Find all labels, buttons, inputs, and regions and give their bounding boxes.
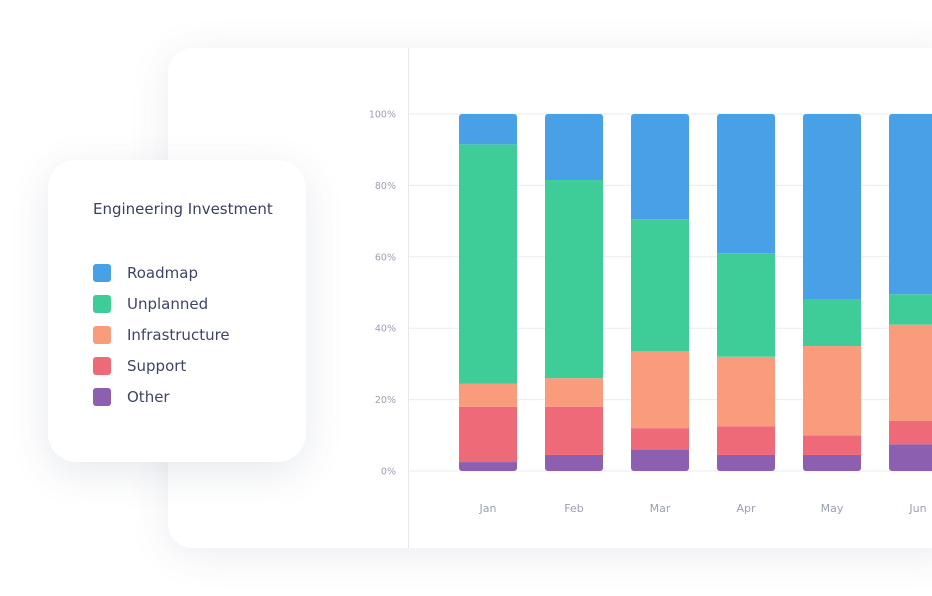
legend-swatch-other [93, 387, 111, 406]
legend-card: Engineering Investment Roadmap Unplanned… [48, 160, 306, 462]
bar-may [803, 114, 861, 471]
bars [459, 114, 932, 471]
legend-label-infrastructure: Infrastructure [127, 325, 230, 344]
legend-label-unplanned: Unplanned [127, 294, 209, 313]
bar-segment-unplanned-may [803, 299, 861, 347]
legend-swatch-support [93, 356, 111, 375]
x-tick-label-mar: Mar [650, 502, 671, 515]
bar-segment-roadmap-jun [889, 114, 932, 295]
x-tick-label-apr: Apr [736, 502, 756, 515]
bar-segment-roadmap-jan [459, 114, 517, 145]
legend-swatch-unplanned [93, 294, 111, 313]
legend-title: Engineering Investment [93, 200, 273, 218]
legend-swatch-infrastructure [93, 325, 111, 344]
bar-segment-infrastructure-mar [631, 351, 689, 429]
y-axis-ticks: 0% 20% 40% 60% 80% 100% [369, 110, 396, 478]
legend-item-infrastructure: Infrastructure [93, 319, 230, 350]
bar-apr [717, 114, 775, 471]
x-tick-label-jan: Jan [479, 502, 497, 515]
x-axis-labels: Jan Feb Mar Apr May Jun [479, 502, 927, 515]
bar-jun [889, 114, 932, 471]
x-tick-label-jun: Jun [908, 502, 926, 515]
bar-segment-unplanned-jun [889, 294, 932, 325]
bar-segment-roadmap-may [803, 114, 861, 300]
x-tick-label-feb: Feb [564, 502, 583, 515]
bar-segment-infrastructure-may [803, 346, 861, 436]
bar-segment-roadmap-feb [545, 114, 603, 181]
chart-divider [408, 48, 409, 548]
bar-mar [631, 114, 689, 471]
y-tick-label: 60% [375, 252, 396, 263]
bar-segment-other-jan [459, 462, 517, 471]
legend-item-roadmap: Roadmap [93, 257, 230, 288]
legend-swatch-roadmap [93, 263, 111, 282]
bar-segment-other-mar [631, 449, 689, 471]
legend-label-roadmap: Roadmap [127, 263, 198, 282]
bar-segment-support-jun [889, 421, 932, 445]
legend-item-support: Support [93, 350, 230, 381]
bar-segment-support-mar [631, 428, 689, 450]
bar-jan [459, 114, 517, 471]
bar-segment-roadmap-mar [631, 114, 689, 220]
legend-label-other: Other [127, 387, 170, 406]
y-tick-label: 80% [375, 181, 396, 192]
bar-segment-other-may [803, 454, 861, 471]
y-tick-label: 20% [375, 395, 396, 406]
bar-feb [545, 114, 603, 471]
bar-segment-unplanned-apr [717, 253, 775, 357]
bar-segment-support-apr [717, 426, 775, 455]
bar-segment-unplanned-feb [545, 180, 603, 379]
bar-segment-unplanned-mar [631, 219, 689, 352]
bar-segment-roadmap-apr [717, 114, 775, 254]
bar-segment-support-jan [459, 406, 517, 463]
bar-segment-support-may [803, 435, 861, 455]
bar-segment-other-apr [717, 454, 775, 471]
legend-list: Roadmap Unplanned Infrastructure Support… [93, 257, 230, 412]
bar-segment-infrastructure-feb [545, 378, 603, 407]
bar-segment-support-feb [545, 406, 603, 455]
y-tick-label: 0% [381, 467, 396, 478]
bar-segment-unplanned-jan [459, 144, 517, 384]
legend-item-unplanned: Unplanned [93, 288, 230, 319]
legend-item-other: Other [93, 381, 230, 412]
bar-segment-other-feb [545, 454, 603, 471]
y-tick-label: 40% [375, 324, 396, 335]
bar-segment-infrastructure-jan [459, 383, 517, 407]
legend-label-support: Support [127, 356, 187, 375]
x-tick-label-may: May [821, 502, 844, 515]
y-tick-label: 100% [369, 110, 396, 121]
bar-segment-other-jun [889, 444, 932, 471]
bar-segment-infrastructure-apr [717, 356, 775, 427]
bar-segment-infrastructure-jun [889, 324, 932, 422]
